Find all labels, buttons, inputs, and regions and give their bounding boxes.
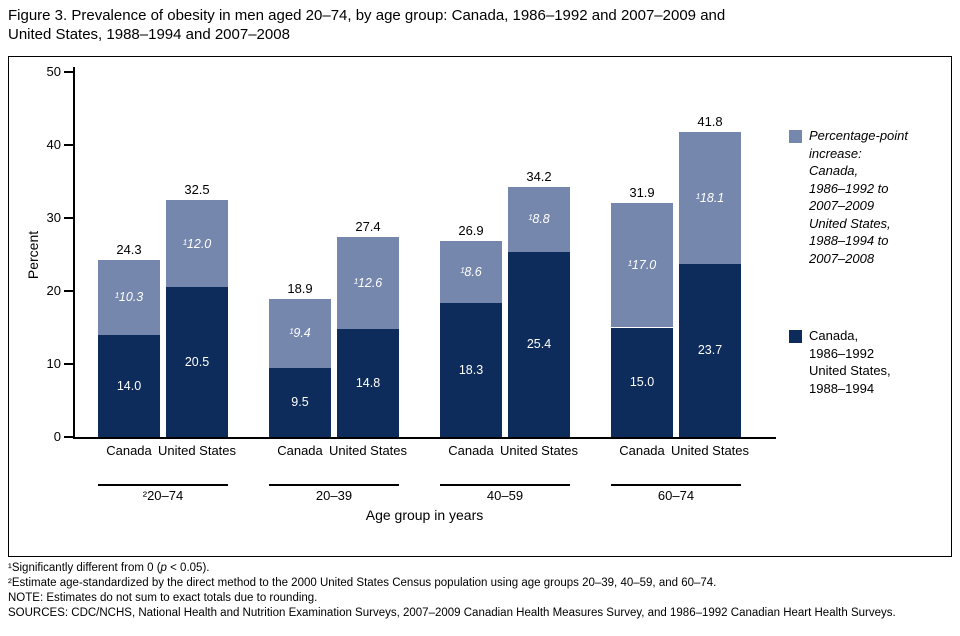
legend: Percentage-point increase: Canada, 1986–… — [789, 127, 949, 397]
bar-tick-label: Canada — [619, 443, 665, 458]
increase-value-label: ¹10.3 — [114, 290, 144, 305]
group-underline — [611, 484, 741, 486]
footnote-1-tail: < 0.05). — [166, 562, 210, 574]
y-tick-label: 20 — [46, 283, 61, 298]
bar-segment-increase: ¹9.4 — [269, 299, 331, 368]
baseline-value-label: 14.0 — [116, 378, 142, 393]
baseline-value-label: 9.5 — [291, 395, 309, 410]
age-group-label: 40–59 — [486, 488, 524, 503]
y-tick-label: 50 — [46, 64, 61, 79]
y-tick-label: 30 — [46, 210, 61, 225]
y-tick — [64, 363, 73, 365]
bar-segment-baseline: 14.0 — [98, 334, 160, 437]
baseline-value-label: 14.8 — [355, 375, 381, 390]
increase-value-label: ¹12.0 — [182, 236, 212, 251]
baseline-value-label: 15.0 — [629, 375, 655, 390]
bar-total-label: 18.9 — [287, 281, 313, 297]
group-underline — [98, 484, 228, 486]
bar-tick-label: United States — [328, 443, 408, 458]
increase-value-label: ¹18.1 — [695, 190, 725, 205]
bar-segment-increase: ¹18.1 — [679, 131, 741, 264]
bar-segment-increase: ¹12.0 — [166, 199, 228, 288]
bar-segment-increase: ¹8.8 — [508, 187, 570, 252]
legend-label-increase: Percentage-point increase: Canada, 1986–… — [809, 128, 909, 266]
bar-total-label: 27.4 — [355, 218, 381, 234]
bar-total-label: 32.5 — [184, 181, 210, 197]
legend-swatch-increase — [789, 130, 802, 143]
bar-segment-baseline: 14.8 — [337, 328, 399, 437]
legend-swatch-baseline — [789, 330, 802, 343]
footnote-1-p: p — [160, 562, 167, 574]
x-axis — [73, 437, 776, 439]
bar-total-label: 24.3 — [116, 241, 142, 257]
bar-segment-baseline: 9.5 — [269, 367, 331, 437]
bar-tick-label: Canada — [448, 443, 494, 458]
baseline-value-label: 23.7 — [697, 343, 723, 358]
increase-value-label: ¹8.8 — [528, 212, 550, 227]
footnotes: ¹Significantly different from 0 (p < 0.0… — [8, 561, 932, 621]
y-tick — [64, 290, 73, 292]
bar-segment-baseline: 23.7 — [679, 263, 741, 437]
bar-segment-baseline: 18.3 — [440, 303, 502, 437]
increase-value-label: ¹17.0 — [627, 258, 657, 273]
y-tick — [64, 436, 73, 438]
y-tick-label: 0 — [53, 429, 61, 444]
bar-tick-label: United States — [499, 443, 579, 458]
x-axis-label: Age group in years — [365, 507, 484, 523]
increase-value-label: ¹9.4 — [289, 326, 311, 341]
increase-value-label: ¹8.6 — [460, 265, 482, 279]
age-group-label: 20–39 — [315, 488, 353, 503]
footnote-note: NOTE: Estimates do not sum to exact tota… — [8, 592, 318, 604]
plot-area: 0 10 20 30 40 50 14.0 ¹10.3 24.3 Canada 20.5 ¹12.0 3… — [9, 57, 951, 556]
figure-title: Figure 3. Prevalence of obesity in men a… — [8, 7, 726, 43]
legend-label-baseline: Canada, 1986–1992 United States, 1988–19… — [809, 328, 891, 396]
legend-entry-increase: Percentage-point increase: Canada, 1986–… — [789, 127, 949, 267]
footnote-sources: SOURCES: CDC/NCHS, National Health and N… — [8, 607, 896, 619]
chart-frame: Percent 0 10 20 30 40 50 14.0 ¹10.3 24.3 Canada 20… — [8, 56, 952, 557]
legend-entry-baseline: Canada, 1986–1992 United States, 1988–19… — [789, 327, 949, 397]
age-group-label: 60–74 — [657, 488, 695, 503]
bar-total-label: 34.2 — [526, 169, 552, 185]
bar-segment-increase: ¹12.6 — [337, 236, 399, 329]
group-underline — [440, 484, 570, 486]
baseline-value-label: 25.4 — [526, 337, 552, 352]
bar-total-label: 26.9 — [458, 222, 484, 238]
bar-tick-label: Canada — [106, 443, 152, 458]
y-tick — [64, 71, 73, 73]
age-group-label: ²20–74 — [142, 488, 184, 503]
increase-value-label: ¹12.6 — [353, 275, 383, 290]
group-underline — [269, 484, 399, 486]
footnote-2: ²Estimate age-standardized by the direct… — [8, 577, 717, 589]
bar-segment-increase: ¹17.0 — [611, 203, 673, 328]
bar-segment-baseline: 15.0 — [611, 327, 673, 437]
y-tick-label: 40 — [46, 137, 61, 152]
footnote-1: ¹Significantly different from 0 (p < 0.0… — [8, 561, 932, 576]
bar-segment-baseline: 20.5 — [166, 287, 228, 437]
bar-segment-increase: ¹10.3 — [98, 259, 160, 335]
bar-total-label: 41.8 — [697, 113, 723, 129]
y-tick — [64, 144, 73, 146]
baseline-value-label: 18.3 — [458, 363, 484, 378]
bar-total-label: 31.9 — [629, 185, 655, 201]
bar-tick-label: United States — [670, 443, 750, 458]
footnote-1-text: ¹Significantly different from 0 ( — [8, 562, 161, 574]
y-tick — [64, 217, 73, 219]
baseline-value-label: 20.5 — [184, 355, 210, 370]
y-tick-label: 10 — [46, 356, 61, 371]
bar-segment-baseline: 25.4 — [508, 251, 570, 437]
y-axis — [73, 67, 75, 439]
bar-tick-label: Canada — [277, 443, 323, 458]
bar-tick-label: United States — [157, 443, 237, 458]
bar-segment-increase: ¹8.6 — [440, 240, 502, 304]
